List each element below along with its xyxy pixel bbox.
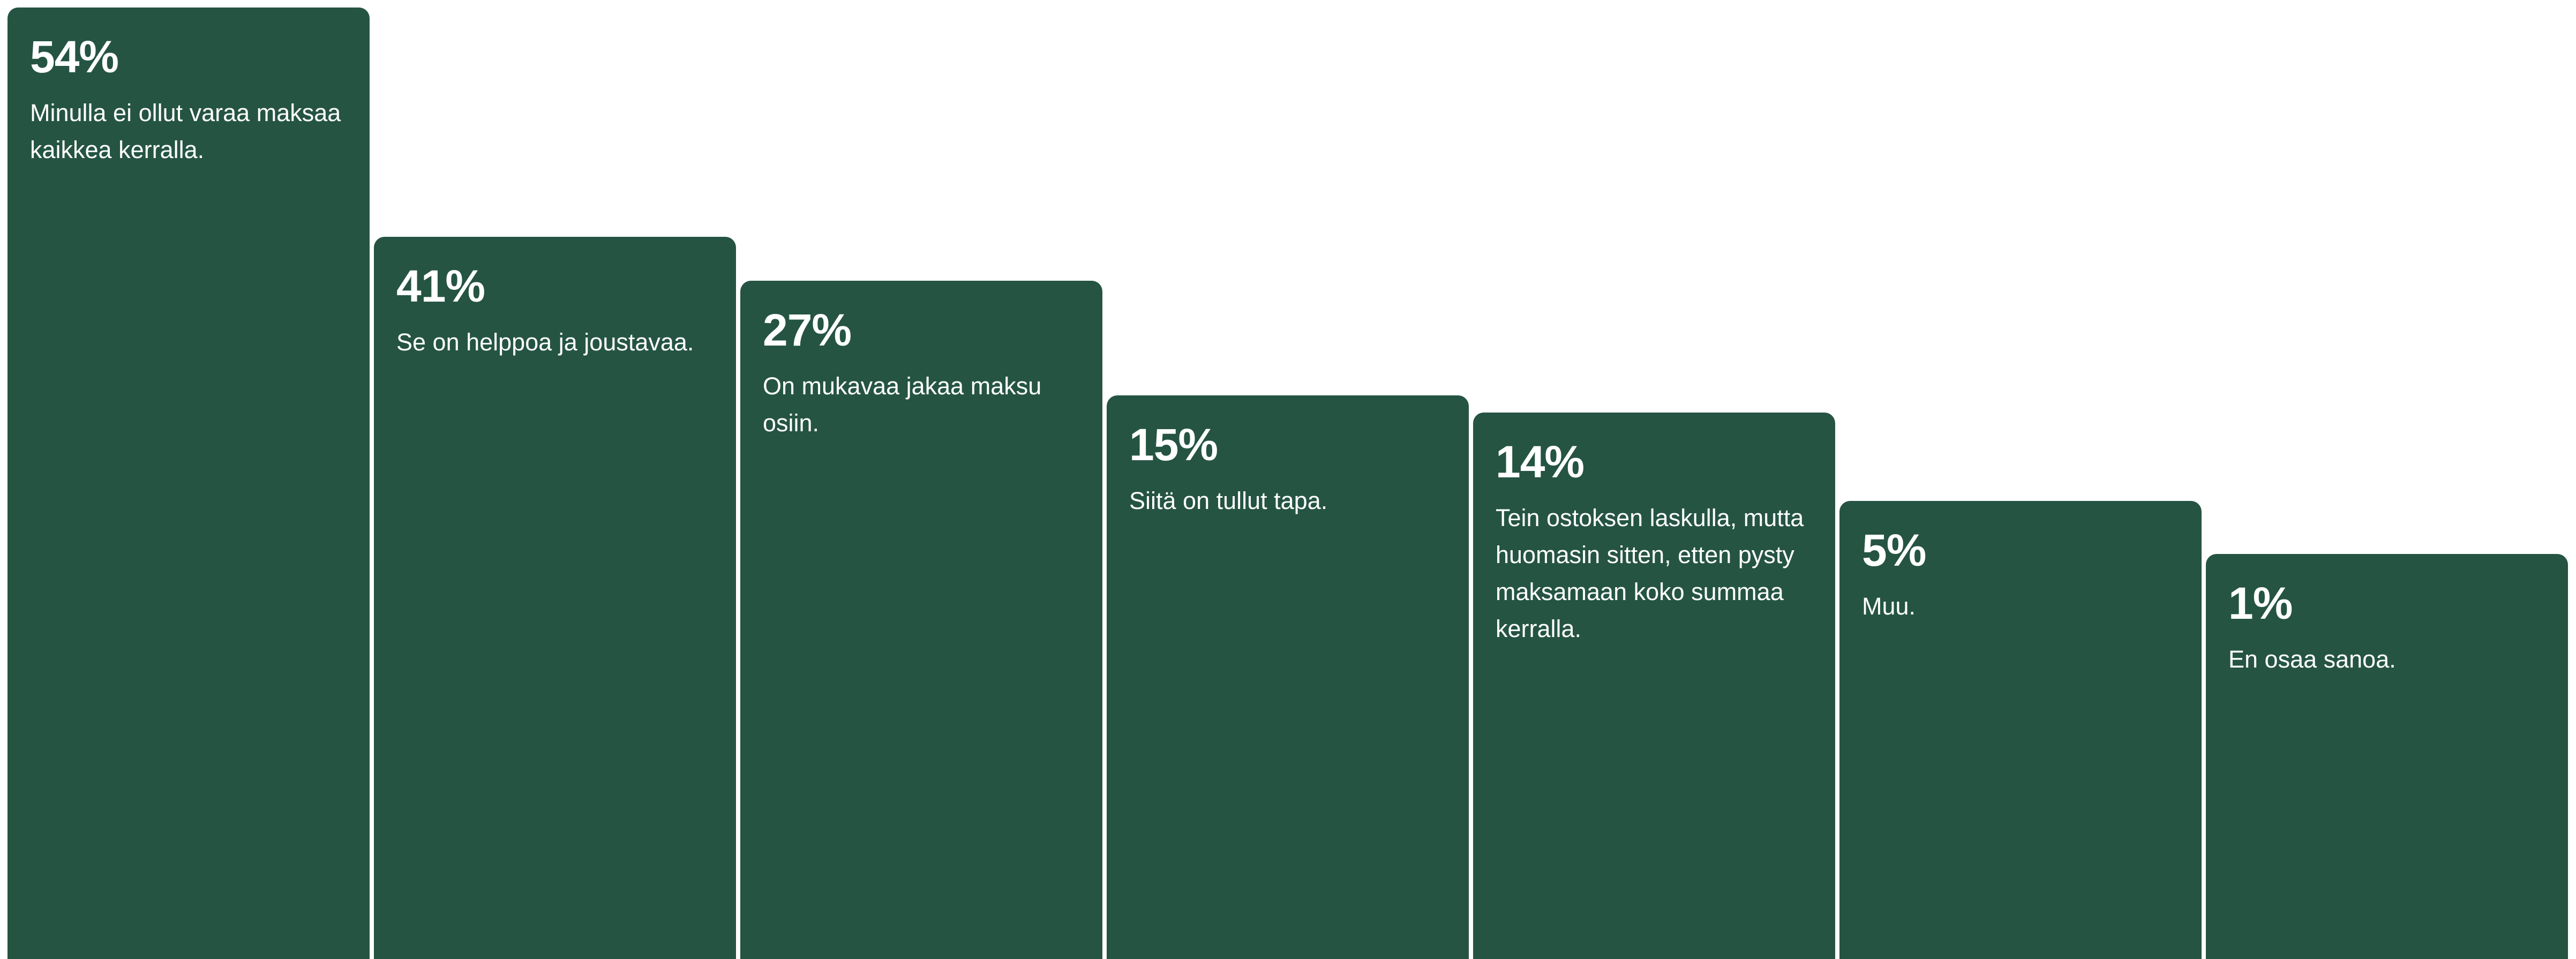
bar-value-label: 5% [1862, 525, 1926, 575]
bar-2: 41% Se on helppoa ja joustavaa. [374, 237, 736, 959]
bar-value-label: 1% [2228, 578, 2293, 628]
bar-value-label: 15% [1129, 419, 1218, 470]
bar-value-label: 14% [1496, 437, 1584, 487]
bar-value-label: 27% [763, 305, 852, 355]
bar-7: 1% En osaa sanoa. [2206, 554, 2568, 959]
bar-category-label: Siitä on tullut tapa. [1129, 487, 1328, 514]
bar-3: 27% On mukavaa jakaa maksu osiin. [740, 281, 1102, 959]
bar-4: 15% Siitä on tullut tapa. [1107, 395, 1469, 959]
bar-category-label: Se on helppoa ja joustavaa. [396, 328, 694, 356]
bar-1: 54% Minulla ei ollut varaa maksaa kaikkea… [7, 8, 370, 959]
bar-6: 5% Muu. [1839, 501, 2202, 959]
bar-category-label: Minulla ei ollut varaa maksaa kaikkea ke… [30, 99, 341, 163]
bar-5: 14% Tein ostoksen laskulla, mutta huomasi… [1473, 413, 1835, 959]
bar-category-label: En osaa sanoa. [2228, 646, 2396, 673]
bar-category-label: Tein ostoksen laskulla, mutta huomasin s… [1496, 504, 1804, 642]
bar-category-label: On mukavaa jakaa maksu osiin. [763, 372, 1042, 437]
bar-category-label: Muu. [1862, 593, 1916, 620]
bar-value-label: 54% [30, 32, 119, 82]
bar-value-label: 41% [396, 261, 485, 311]
